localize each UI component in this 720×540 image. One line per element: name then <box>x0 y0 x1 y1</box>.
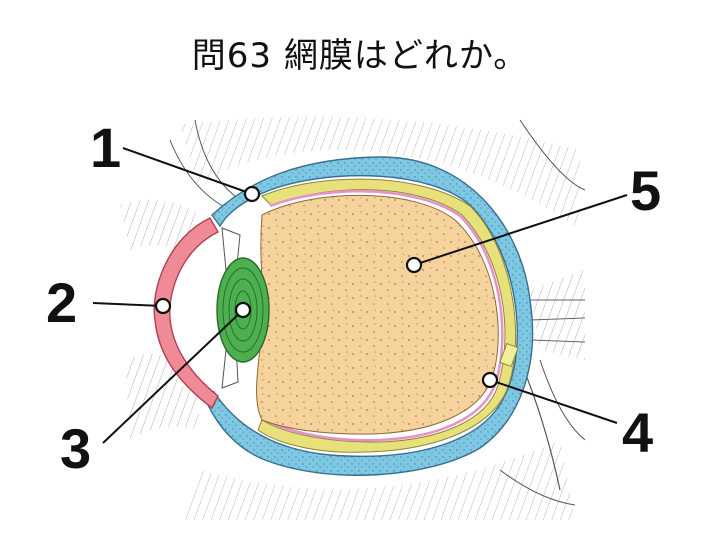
label-3: 3 <box>60 417 91 480</box>
retina <box>263 190 504 442</box>
cornea <box>153 217 219 410</box>
marker-3 <box>234 301 252 319</box>
question-title: 問63 網膜はどれか。 <box>191 36 529 76</box>
marker-2 <box>154 297 172 315</box>
optic-disc <box>499 342 519 368</box>
label-4: 4 <box>622 401 653 464</box>
leader-line-2 <box>92 302 164 307</box>
label-2: 2 <box>46 271 77 334</box>
label-5: 5 <box>630 159 661 222</box>
marker-5 <box>405 256 423 274</box>
marker-1 <box>243 185 261 203</box>
marker-4 <box>481 371 499 389</box>
label-1: 1 <box>90 116 121 179</box>
leader-line-1 <box>122 147 253 195</box>
leader-line-5 <box>413 194 628 266</box>
sclera <box>207 156 534 476</box>
leader-line-4 <box>489 379 618 424</box>
leader-line-3 <box>102 309 244 444</box>
